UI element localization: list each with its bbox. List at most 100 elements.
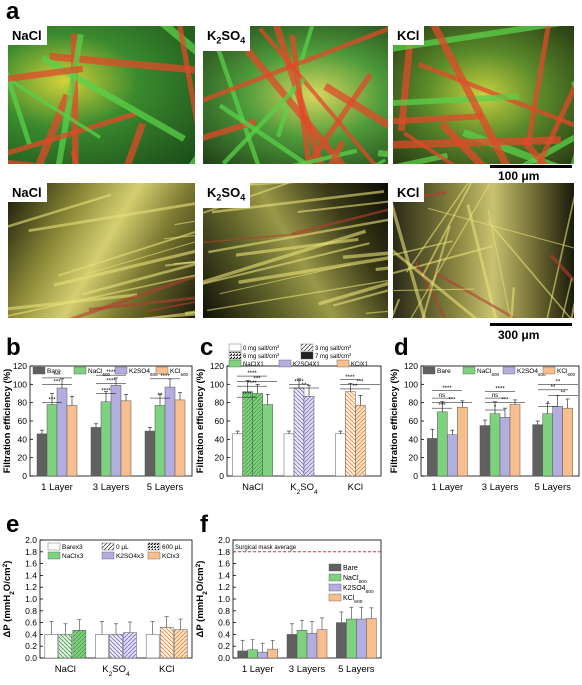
bar [263,405,273,477]
y-tick-label: 100 [13,379,27,389]
y-tick-label: 40 [409,434,419,444]
legend-swatch [503,367,515,374]
bar [480,426,490,476]
y-axis-label: Filtration efficiency (%) [389,369,400,474]
fiber [435,273,574,318]
y-tick-label: 40 [18,434,28,444]
y-tick-label: 1.2 [218,582,230,592]
significance-label: ** [561,390,566,396]
x-tick-label: 5 Layers [147,482,184,493]
bar [345,392,355,476]
y-tick-label: 0 [22,471,27,481]
bar [248,650,258,658]
x-tick-label: 1 Layer [242,664,274,675]
fiber-texture [8,26,195,164]
bar [110,634,123,658]
legend-swatch [102,543,114,550]
fiber [393,97,519,105]
y-tick-label: 100 [404,379,418,389]
bar [175,400,185,476]
y-tick-label: 60 [409,416,419,426]
legend-swatch [115,367,127,374]
chart-e: 0.0 0.2 0.40.6 0.8 1.0 1.2 1.41.6 1.8 2.0 Barex3 0… [0,530,196,685]
y-axis-label: ΔP (mmH2O/cm2) [195,561,209,638]
micrograph-label: KCl [393,183,424,202]
fiber-texture [8,183,195,318]
micrograph-label: NaCl [8,26,47,45]
legend-label: Bare [437,368,451,375]
x-tick-label: 1 Layer [431,482,463,493]
legend-swatch [301,344,313,351]
bar [284,434,294,476]
y-tick-label: 80 [18,398,28,408]
legend-swatch [33,367,45,374]
significance-label: *** [48,398,56,404]
bar [243,392,253,476]
significance-label: ** [302,383,307,389]
x-tick-label: KCl [348,482,363,493]
chart-c: 0204060801001200 mg salt/cm2 3 mg salt/cm… [193,338,387,513]
legend-label: 3 mg salt/cm2 [315,344,352,353]
bar [268,649,278,658]
y-tick-label: 0.8 [218,606,230,616]
bar [124,633,137,658]
y-tick-label: 120 [404,361,418,371]
bar [500,417,510,476]
y-tick-label: 0.4 [25,629,37,639]
legend-swatch [543,367,555,374]
bar [96,634,109,658]
scale-bar-top [490,165,572,168]
significance-label: *** [253,377,261,383]
micrograph-bottom-1: NaCl [8,183,195,318]
y-tick-label: 1.6 [218,559,230,569]
y-tick-label: 0 [413,471,418,481]
y-tick-label: 0.8 [25,606,37,616]
x-tick-label: KCl [159,664,174,675]
bar [366,618,376,658]
fiber [393,116,482,127]
bar [73,630,86,658]
y-tick-label: 1.8 [25,547,37,557]
legend-swatch [229,344,241,351]
legend-label: 600 μL [162,544,182,551]
fiber [393,246,493,303]
fiber [547,183,574,318]
x-tick-label: K2SO4 [290,482,318,496]
significance-label: **** [106,378,116,384]
legend-swatch [102,552,114,559]
legend-swatch [148,552,160,559]
legend-label: K2SO4600 [343,585,374,595]
y-axis-label: Filtration efficiency (%) [195,369,206,474]
legend-label: 6 mg salt/cm2 [243,352,280,361]
legend-swatch [337,360,349,367]
micrograph-label: NaCl [8,183,47,202]
y-tick-label: 1.4 [25,570,37,580]
significance-label: **** [242,392,252,398]
y-axis-label: Filtration efficiency (%) [2,369,13,474]
bar [304,396,314,476]
y-tick-label: 120 [13,361,27,371]
fiber [393,299,399,318]
legend-swatch [329,594,341,601]
legend-label: NaCl600 [477,368,500,377]
legend-swatch [463,367,475,374]
bar [510,405,520,477]
y-tick-label: 60 [18,416,28,426]
fiber [428,208,574,251]
legend-label: KCl600 [343,595,363,605]
y-tick-label: 1.8 [218,547,230,557]
legend-label: K2SO4X1 [293,362,320,368]
bar [307,633,317,658]
y-tick-label: 0 [219,471,224,481]
fiber [29,191,195,231]
chart-d: 020406080100120Bare NaCl600 K2SO4600 KCl600… [387,348,582,513]
significance-label: **** [160,374,170,380]
bar [346,619,356,658]
significance-label: *** [438,403,446,409]
bar [37,434,47,476]
bar [563,408,573,476]
micrograph-bottom-3: KCl [393,183,574,318]
micrograph-label: K2SO4 [203,26,250,51]
y-tick-label: 0.0 [218,653,230,663]
legend-swatch [329,584,341,591]
